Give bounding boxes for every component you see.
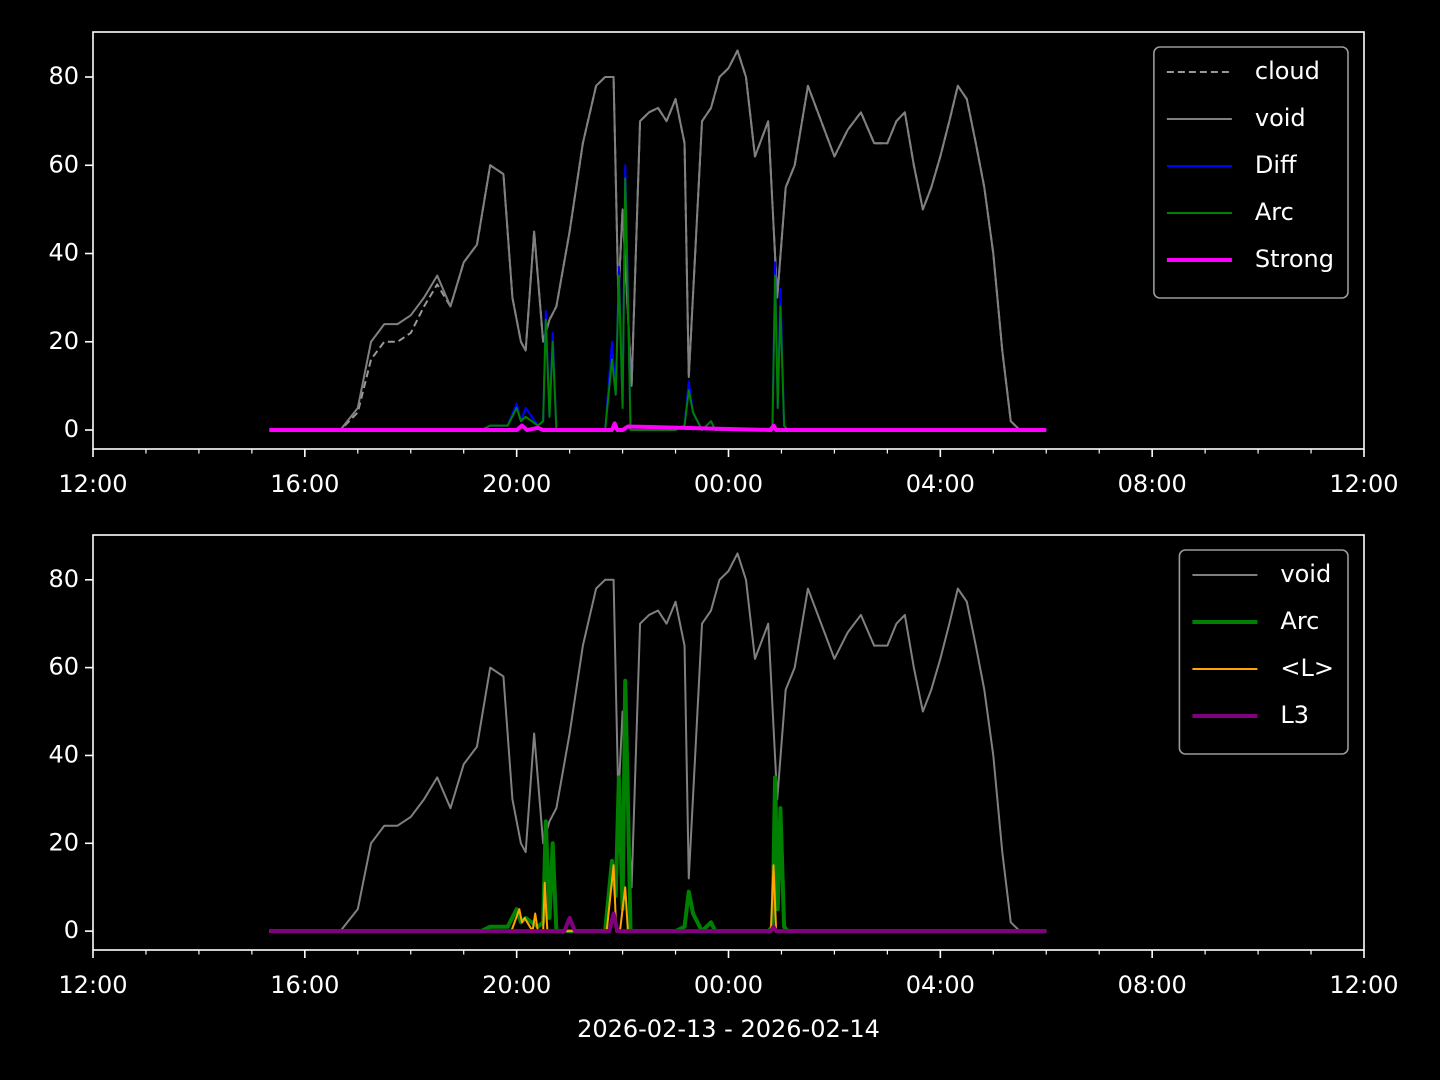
data-line	[269, 911, 1047, 934]
y-tick-label: 20	[48, 828, 79, 856]
legend-label: Arc	[1280, 607, 1319, 635]
legend-box	[1178, 549, 1349, 755]
data-line	[269, 421, 1047, 433]
legend: void Arc <L> L3	[1178, 549, 1349, 755]
legend-label: void	[1280, 560, 1331, 588]
x-tick-label: 04:00	[906, 470, 975, 498]
y-tick-label: 0	[64, 415, 79, 443]
legend-label: void	[1255, 104, 1306, 132]
x-tick-label: 12:00	[1329, 971, 1398, 999]
data-line	[269, 49, 1047, 432]
legend-box	[1153, 46, 1349, 299]
x-tick-label: 12:00	[1329, 470, 1398, 498]
legend-label: cloud	[1255, 57, 1320, 85]
y-tick-label: 60	[48, 653, 79, 681]
x-tick-label: 16:00	[270, 470, 339, 498]
x-tick-label: 20:00	[482, 971, 551, 999]
x-tick-label: 00:00	[694, 470, 763, 498]
series-line	[269, 552, 1047, 933]
x-tick-label: 16:00	[270, 971, 339, 999]
legend-label: Diff	[1255, 151, 1297, 179]
y-tick-label: 80	[48, 565, 79, 593]
y-tick-label: 0	[64, 916, 79, 944]
legend-label: L3	[1280, 701, 1309, 729]
y-tick-label: 80	[48, 62, 79, 90]
x-tick-label: 08:00	[1118, 971, 1187, 999]
x-tick-label: 12:00	[58, 470, 127, 498]
y-tick-label: 60	[48, 150, 79, 178]
x-tick-label: 08:00	[1118, 470, 1187, 498]
y-tick-label: 40	[48, 239, 79, 267]
x-tick-label: 04:00	[906, 971, 975, 999]
x-tick-label: 00:00	[694, 971, 763, 999]
y-tick-label: 40	[48, 740, 79, 768]
legend-label: Arc	[1255, 198, 1294, 226]
series-line	[269, 421, 1047, 433]
series-line	[269, 911, 1047, 934]
y-tick-label: 20	[48, 327, 79, 355]
x-axis-label: 2026-02-13 - 2026-02-14	[577, 1015, 880, 1043]
legend-label: Strong	[1255, 245, 1334, 273]
series-line	[269, 49, 1047, 432]
data-line	[269, 552, 1047, 933]
legend: cloud void Diff Arc Strong	[1153, 46, 1349, 299]
x-tick-label: 20:00	[482, 470, 551, 498]
x-tick-label: 12:00	[58, 971, 127, 999]
legend-label: <L>	[1280, 654, 1334, 682]
